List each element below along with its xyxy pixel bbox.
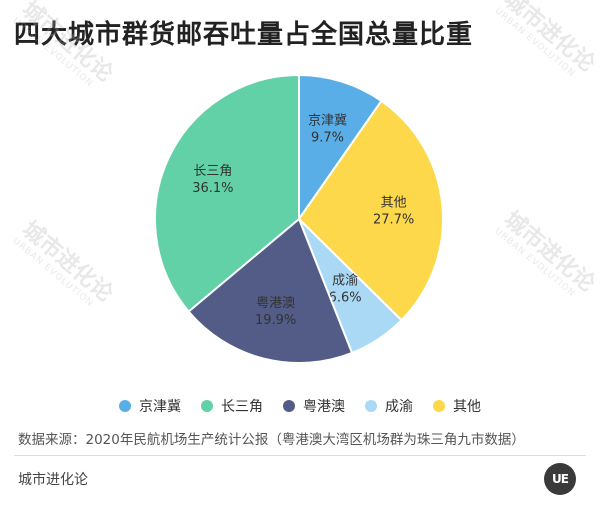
brand-name: 城市进化论 — [18, 472, 88, 488]
data-source-note: 数据来源：2020年民航机场生产统计公报（粤港澳大湾区机场群为珠三角九市数据） — [18, 432, 525, 448]
legend-label: 粤港澳 — [303, 399, 345, 415]
pie-slice-4[interactable] — [154, 73, 300, 313]
slice-label-value: 36.1% — [192, 181, 233, 196]
legend-item-changsanjiao[interactable]: 长三角 — [201, 396, 263, 416]
legend-item-yuegangao[interactable]: 粤港澳 — [283, 396, 345, 416]
legend-label: 其他 — [453, 399, 481, 415]
pie-slice-1[interactable] — [297, 99, 444, 322]
slice-label-name: 成渝 — [332, 273, 358, 289]
brand-logo: UE — [544, 463, 576, 495]
legend-swatch — [201, 400, 213, 412]
legend-label: 京津冀 — [139, 399, 181, 415]
legend-label: 成渝 — [385, 399, 413, 415]
legend: 京津冀 长三角 粤港澳 成渝 其他 — [0, 396, 600, 416]
slice-label-value: 9.7% — [311, 130, 344, 145]
legend-item-qita[interactable]: 其他 — [433, 396, 481, 416]
footer-divider — [14, 455, 586, 456]
legend-swatch — [365, 400, 377, 412]
legend-label: 长三角 — [221, 399, 263, 415]
legend-swatch — [119, 400, 131, 412]
slice-label-value: 19.9% — [255, 313, 296, 328]
slice-label-name: 长三角 — [193, 164, 232, 179]
slice-label-name: 京津冀 — [308, 112, 347, 128]
pie-chart: 京津冀 9.7% 其他 27.7% 成渝 6.6% 粤港澳 19.9% 长三角 36.1% — [154, 73, 444, 364]
slice-label-name: 其他 — [381, 195, 407, 210]
slice-label-value: 27.7% — [373, 212, 414, 227]
pie-slice-3[interactable] — [187, 217, 354, 364]
slice-label-value: 6.6% — [329, 291, 362, 306]
legend-swatch — [433, 400, 445, 412]
legend-swatch — [283, 400, 295, 412]
chart-title: 四大城市群货邮吞吐量占全国总量比重 — [14, 20, 474, 50]
slice-label-name: 粤港澳 — [256, 295, 295, 311]
legend-item-jingjinji[interactable]: 京津冀 — [119, 396, 181, 416]
pie-slice-0[interactable] — [298, 73, 383, 223]
legend-item-chengyu[interactable]: 成渝 — [365, 396, 413, 416]
